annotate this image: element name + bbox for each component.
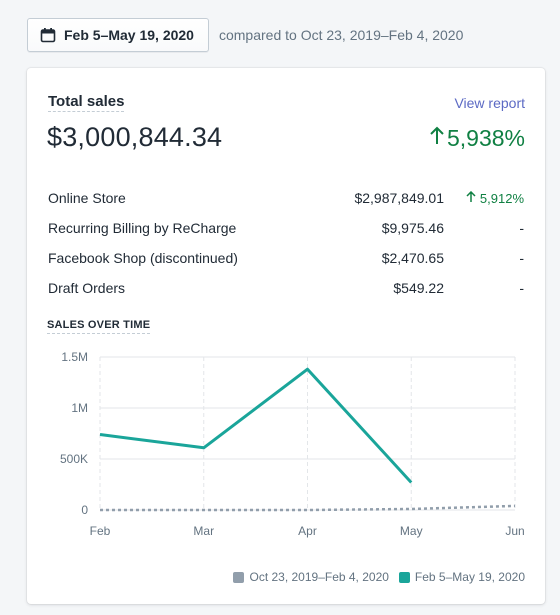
channel-name: Facebook Shop (discontinued) [48,250,238,266]
channel-name: Recurring Billing by ReCharge [48,220,237,236]
total-sales-change-value: 5,938% [446,125,525,151]
channel-change-value: - [519,220,524,236]
date-range-label: Feb 5–May 19, 2020 [64,27,194,43]
sales-over-time-chart[interactable]: 0 500K 1M 1.5M Feb Mar Apr May Jun [27,338,545,558]
legend-swatch-current [398,571,410,583]
y-tick-label: 500K [60,452,88,466]
channel-change: 5,912% [444,190,524,206]
breakdown-row: Recurring Billing by ReCharge $9,975.46 … [48,213,524,243]
channel-name: Draft Orders [48,280,126,296]
breakdown-row: Draft Orders $549.22 - [48,273,524,303]
channel-amount: $2,470.65 [381,250,444,266]
legend-label-current: Feb 5–May 19, 2020 [414,570,525,584]
channel-change-value: - [519,280,524,296]
series-line-current [99,367,413,484]
channel-amount: $9,975.46 [381,220,444,236]
x-tick-label: Apr [298,524,317,538]
arrow-up-icon [429,125,445,152]
comparison-text: compared to Oct 23, 2019–Feb 4, 2020 [218,27,464,43]
legend-swatch-previous [233,571,245,583]
x-tick-label: May [400,524,423,538]
total-sales-change: 5,938% [429,125,525,152]
date-range-button[interactable]: Feb 5–May 19, 2020 [27,18,209,52]
channel-amount: $2,987,849.01 [354,190,444,206]
chart-title[interactable]: SALES OVER TIME [47,319,151,334]
channel-change-value: 5,912% [479,190,524,206]
chart-legend: Oct 23, 2019–Feb 4, 2020 Feb 5–May 19, 2… [233,570,525,584]
channel-name: Online Store [48,190,126,206]
breakdown-row: Facebook Shop (discontinued) $2,470.65 - [48,243,524,273]
calendar-icon [40,27,56,43]
legend-label-previous: Oct 23, 2019–Feb 4, 2020 [249,570,389,584]
legend-item-current[interactable]: Feb 5–May 19, 2020 [398,570,525,584]
channel-amount: $549.22 [393,280,444,296]
y-tick-label: 1M [71,401,88,415]
total-sales-card: Total sales View report $3,000,844.34 5,… [27,68,545,604]
y-tick-label: 1.5M [61,350,88,364]
total-sales-value: $3,000,844.34 [47,122,223,152]
sales-breakdown: Online Store $2,987,849.01 5,912% Recurr… [48,183,524,303]
x-tick-label: Jun [505,524,524,538]
x-tick-label: Mar [193,524,214,538]
arrow-up-icon [466,190,476,202]
date-range-bar: Feb 5–May 19, 2020 compared to Oct 23, 2… [27,17,463,53]
y-tick-label: 0 [81,503,88,517]
x-tick-label: Feb [90,524,111,538]
channel-change-value: - [519,250,524,266]
card-title[interactable]: Total sales [48,93,125,112]
view-report-link[interactable]: View report [454,95,525,111]
legend-item-previous[interactable]: Oct 23, 2019–Feb 4, 2020 [233,570,389,584]
breakdown-row: Online Store $2,987,849.01 5,912% [48,183,524,213]
